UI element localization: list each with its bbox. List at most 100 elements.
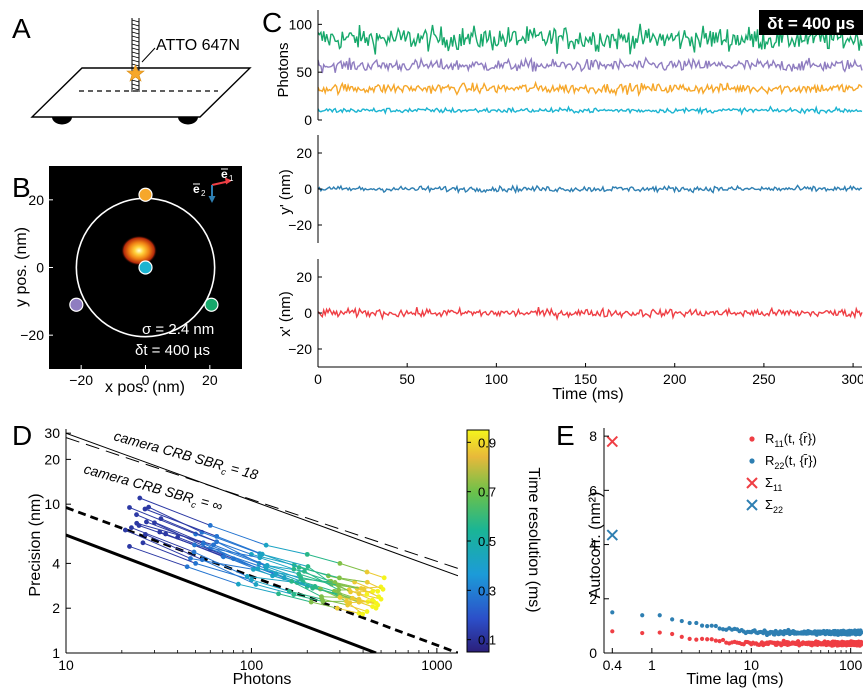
data-point [146, 504, 152, 510]
legend-marker [749, 436, 755, 442]
data-point [259, 551, 265, 557]
data-point [257, 555, 263, 561]
data-point [158, 516, 164, 522]
crb-line [66, 437, 458, 569]
donut-position-marker [138, 187, 153, 202]
dna-rung [131, 43, 140, 47]
data-point [191, 549, 197, 555]
track-segment [255, 583, 294, 596]
x-tick-label: 0 [142, 372, 150, 388]
track-segment [298, 567, 340, 579]
track-segment [190, 557, 254, 570]
data-point [360, 611, 366, 617]
autocorr-point [657, 630, 662, 635]
track-segment [186, 566, 239, 585]
track-segment [136, 514, 204, 544]
y-tick-label: 4 [52, 555, 60, 571]
y-tick-label: 8 [589, 428, 597, 444]
y-tick-label: 4 [589, 537, 597, 553]
x-tick-label: 20 [202, 372, 218, 388]
dna-rung [131, 55, 140, 59]
panel-e: E 0.4 1 10 100 0 2 4 6 8 Autocorr. (nm²) Time la… [556, 420, 863, 688]
autocorr-point [709, 637, 714, 642]
y-tick-label: 1 [52, 645, 60, 661]
dna-rung [131, 79, 140, 83]
legend-label: Σ11 [765, 475, 782, 493]
sigma-marker [606, 529, 619, 541]
data-point [134, 512, 139, 518]
y-tick-label: 0 [304, 305, 312, 321]
track-segment [129, 507, 196, 535]
panel-b-axes: −20 0 20 −20 0 20 [20, 192, 218, 388]
dna-rung [131, 23, 140, 27]
donut-position-marker [69, 297, 84, 312]
track-segment [346, 600, 364, 615]
y-tick-label: 30 [44, 425, 60, 441]
dna-rung [131, 27, 140, 31]
data-point [184, 564, 190, 570]
data-point [263, 542, 269, 548]
panel-letter: B [12, 172, 31, 203]
autocorr-point [713, 638, 718, 643]
trace-line [317, 305, 863, 322]
panel-letter: D [12, 420, 32, 451]
data-point [244, 574, 250, 579]
track-segment [238, 583, 279, 595]
track-segment [347, 604, 368, 612]
dna-rung [131, 87, 140, 91]
data-point [142, 506, 148, 512]
data-point [214, 539, 220, 545]
fluorophore-star-icon [126, 64, 145, 82]
dna-rung [131, 83, 140, 87]
dt-badge: δt = 400 µs [767, 14, 855, 33]
sbrinf-annotation: camera CRB SBRc = ∞ [82, 460, 224, 514]
data-point [136, 523, 142, 528]
data-point [291, 592, 297, 597]
legend-label: R22(t, {r̄}) [765, 453, 817, 471]
crb-line [66, 533, 377, 653]
x-tick-label: 0 [314, 371, 322, 387]
data-point [335, 583, 341, 588]
track-segment [253, 568, 292, 582]
autocorr-point [859, 639, 863, 645]
dna-rung [131, 35, 140, 39]
panel-d-plot: 10 100 1000 1 2 4 10 20 30 [44, 425, 458, 673]
autocorr-point [640, 613, 645, 618]
track-segment [131, 527, 195, 553]
autocorr-point [699, 623, 705, 628]
data-point [276, 591, 281, 597]
track-segment [146, 521, 204, 545]
left-foot [52, 117, 72, 125]
track-segment [339, 596, 377, 604]
y-tick-label: 20 [44, 451, 60, 467]
legend-label: Σ22 [765, 497, 783, 515]
data-point [253, 582, 259, 587]
autocorr-point [679, 634, 684, 639]
x-tick-label: 50 [399, 371, 415, 387]
y-tick-label: 6 [589, 482, 597, 498]
autocorr-point [717, 626, 722, 631]
data-point [334, 605, 340, 611]
track-segment [321, 598, 348, 606]
sigma-marker [606, 435, 619, 448]
track-segment [216, 541, 266, 567]
track-segment [160, 518, 217, 543]
crb-line [66, 506, 458, 653]
autocorr-point [694, 637, 699, 642]
track-segment [307, 553, 341, 564]
data-point [304, 551, 310, 557]
track-segment [195, 562, 252, 581]
time-x-label: Time (ms) [552, 386, 623, 403]
panel-e-plot: 0.4 1 10 100 0 2 4 6 8 [589, 428, 863, 673]
panel-letter: C [262, 7, 282, 38]
track-segment [321, 596, 341, 598]
track-segment [366, 571, 385, 579]
data-point [249, 577, 254, 583]
emitter-spot [121, 235, 158, 266]
y-tick-label: −20 [20, 327, 44, 343]
x-tick-label: 250 [752, 371, 776, 387]
data-point [255, 566, 261, 571]
y-tick-label: 2 [589, 591, 597, 607]
track-segment [265, 567, 304, 583]
